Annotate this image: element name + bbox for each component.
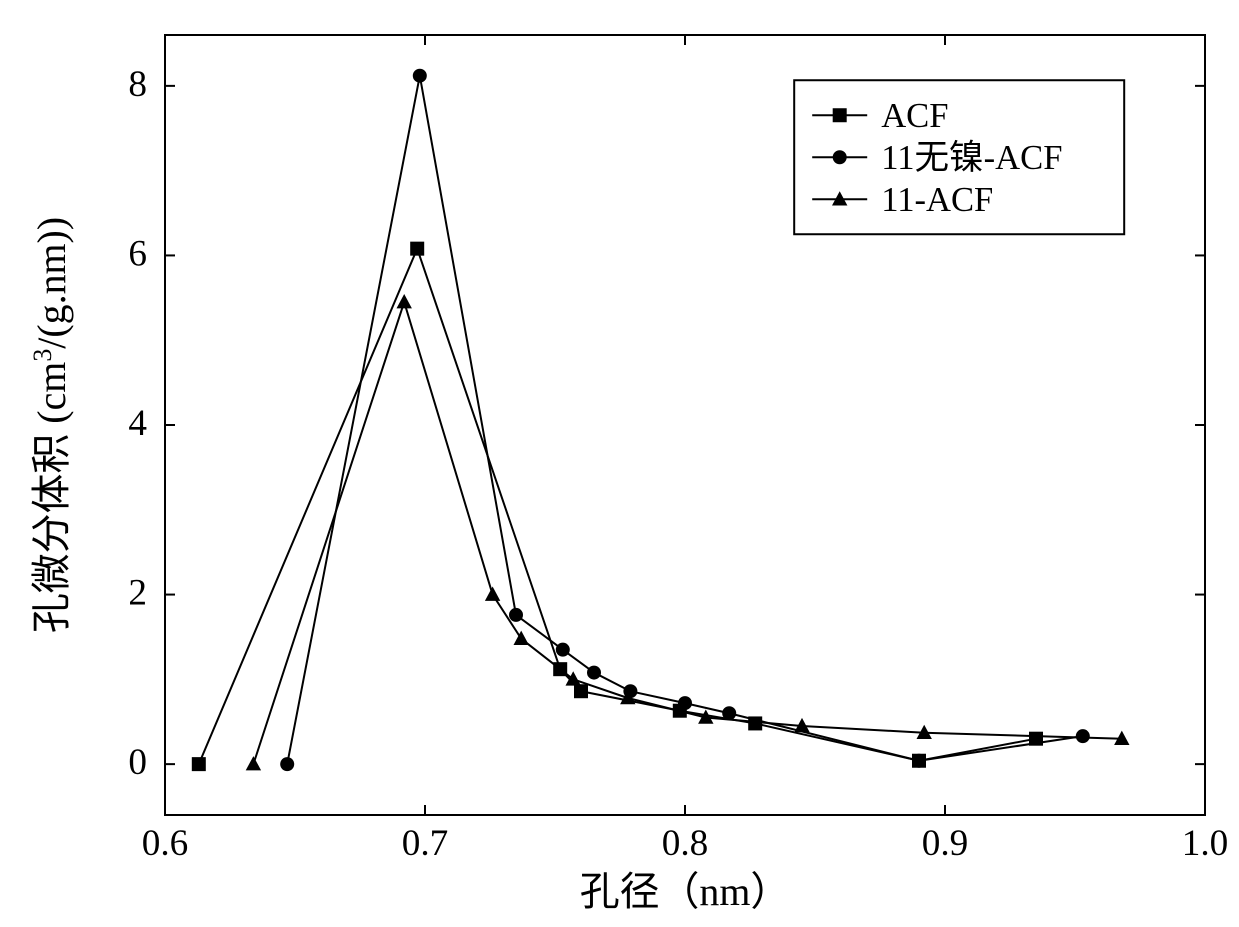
marker-square xyxy=(833,108,847,122)
legend-label: 11无镍-ACF xyxy=(881,139,1062,177)
marker-square xyxy=(192,757,206,771)
x-axis-label: 孔径（nm） xyxy=(580,869,791,914)
y-tick-label: 4 xyxy=(128,403,147,444)
x-tick-label: 1.0 xyxy=(1182,823,1229,864)
series-line xyxy=(253,302,1121,764)
marker-circle xyxy=(1076,729,1090,743)
marker-square xyxy=(574,684,588,698)
y-axis-label-group: 孔微分体积 (cm3/(g.nm)) xyxy=(28,217,75,633)
chart-container: 0.6 0.7 0.8 0.9 1.0 0 2 4 6 8 孔径（nm） 孔微分体积 (cm3/(g.… xyxy=(0,0,1239,927)
line-chart: 0.6 0.7 0.8 0.9 1.0 0 2 4 6 8 孔径（nm） 孔微分体积 (cm3/(g.… xyxy=(0,0,1239,927)
marker-triangle xyxy=(246,756,261,770)
marker-square xyxy=(410,242,424,256)
legend-label: 11-ACF xyxy=(881,181,993,219)
x-tick-label: 0.6 xyxy=(142,823,189,864)
marker-circle xyxy=(587,666,601,680)
y-axis-label: 孔微分体积 (cm3/(g.nm)) xyxy=(28,217,75,633)
marker-circle xyxy=(833,150,847,164)
y-tick-label: 8 xyxy=(128,64,147,105)
marker-circle xyxy=(556,643,570,657)
legend: ACF 11无镍-ACF 11-ACF xyxy=(794,80,1124,234)
y-tick-label: 0 xyxy=(128,742,147,783)
y-tick-label: 2 xyxy=(128,573,147,614)
y-tick-label: 6 xyxy=(128,233,147,274)
x-tick-label: 0.7 xyxy=(402,823,449,864)
marker-circle xyxy=(678,696,692,710)
marker-triangle xyxy=(397,294,412,308)
marker-circle xyxy=(912,754,926,768)
x-tick-label: 0.9 xyxy=(922,823,969,864)
legend-label: ACF xyxy=(881,97,948,135)
series-line xyxy=(199,249,1036,764)
marker-circle xyxy=(280,757,294,771)
marker-triangle xyxy=(485,587,500,601)
series-ACF xyxy=(192,242,1043,771)
marker-circle xyxy=(413,69,427,83)
marker-circle xyxy=(509,608,523,622)
marker-triangle xyxy=(514,631,529,645)
x-tick-label: 0.8 xyxy=(662,823,709,864)
